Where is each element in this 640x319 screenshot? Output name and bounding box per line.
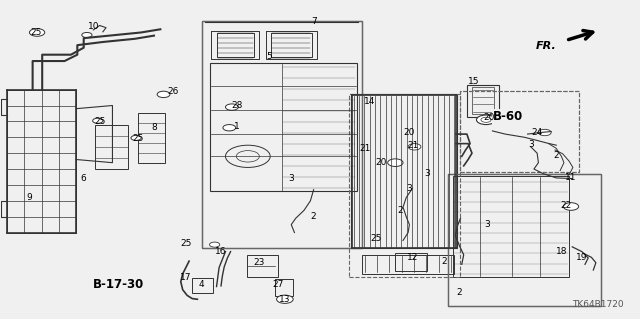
Circle shape (388, 159, 403, 167)
Text: 25: 25 (371, 234, 382, 243)
Text: 13: 13 (279, 295, 291, 304)
Text: 2: 2 (311, 212, 316, 221)
Text: 27: 27 (273, 280, 284, 289)
Text: 25: 25 (94, 117, 106, 126)
Text: 12: 12 (407, 253, 419, 262)
Text: B-17-30: B-17-30 (93, 278, 145, 292)
Text: 17: 17 (180, 272, 191, 281)
Text: 7: 7 (311, 17, 317, 26)
Text: 2: 2 (554, 151, 559, 160)
Text: 3: 3 (289, 174, 294, 183)
Text: 3: 3 (406, 184, 412, 193)
Text: 25: 25 (30, 28, 42, 37)
Text: 11: 11 (564, 174, 576, 182)
Text: 8: 8 (151, 123, 157, 132)
Bar (472, 87, 494, 115)
Text: 3: 3 (484, 220, 490, 229)
Circle shape (93, 118, 103, 123)
Circle shape (538, 129, 551, 136)
Text: 2: 2 (456, 288, 462, 297)
Text: 23: 23 (253, 258, 265, 267)
Text: 26: 26 (168, 87, 179, 96)
Text: 28: 28 (231, 101, 243, 110)
Bar (246, 255, 278, 277)
Circle shape (476, 115, 495, 124)
Bar (202, 21, 362, 249)
Bar (453, 176, 569, 277)
Bar (461, 91, 579, 172)
Text: 9: 9 (26, 193, 32, 202)
Circle shape (408, 144, 421, 150)
Circle shape (131, 135, 141, 140)
Text: 25: 25 (180, 239, 191, 248)
Circle shape (225, 104, 238, 110)
Text: FR.: FR. (536, 41, 556, 51)
Bar (396, 253, 428, 271)
Text: 4: 4 (199, 280, 205, 289)
Circle shape (157, 91, 170, 98)
Text: 20: 20 (375, 158, 387, 167)
Text: 5: 5 (266, 52, 272, 61)
Text: 16: 16 (215, 247, 227, 256)
Text: TK64B1720: TK64B1720 (572, 300, 623, 309)
Text: 25: 25 (132, 134, 144, 143)
Text: 3: 3 (424, 169, 430, 178)
Bar (95, 124, 129, 169)
Bar (275, 278, 293, 296)
Text: 22: 22 (560, 201, 572, 210)
Circle shape (29, 29, 45, 36)
Text: 19: 19 (576, 253, 588, 262)
Circle shape (209, 242, 220, 247)
Bar (351, 94, 458, 249)
Bar (138, 114, 166, 163)
Text: 20: 20 (484, 113, 495, 122)
Text: 15: 15 (467, 77, 479, 85)
Text: 14: 14 (364, 97, 376, 106)
Text: 10: 10 (88, 22, 99, 31)
Text: 2: 2 (442, 257, 447, 266)
Text: 18: 18 (556, 247, 567, 256)
Text: B-60: B-60 (493, 110, 524, 123)
Text: 21: 21 (407, 141, 419, 150)
Text: 6: 6 (81, 174, 86, 183)
Bar (461, 91, 579, 172)
Bar (192, 278, 212, 293)
Bar (349, 94, 461, 277)
Bar (202, 21, 362, 249)
Text: 20: 20 (404, 128, 415, 137)
Bar (210, 63, 357, 191)
Bar (448, 174, 601, 306)
Circle shape (82, 33, 92, 38)
Bar (448, 174, 601, 306)
Bar (467, 85, 499, 117)
Text: 24: 24 (531, 128, 543, 137)
Bar (7, 90, 76, 233)
Circle shape (563, 203, 579, 210)
Text: 1: 1 (234, 122, 240, 131)
Text: 2: 2 (397, 206, 403, 215)
Text: 3: 3 (528, 140, 534, 149)
Circle shape (276, 295, 293, 303)
Bar (362, 255, 454, 274)
Text: 21: 21 (359, 144, 371, 153)
Circle shape (223, 124, 236, 131)
